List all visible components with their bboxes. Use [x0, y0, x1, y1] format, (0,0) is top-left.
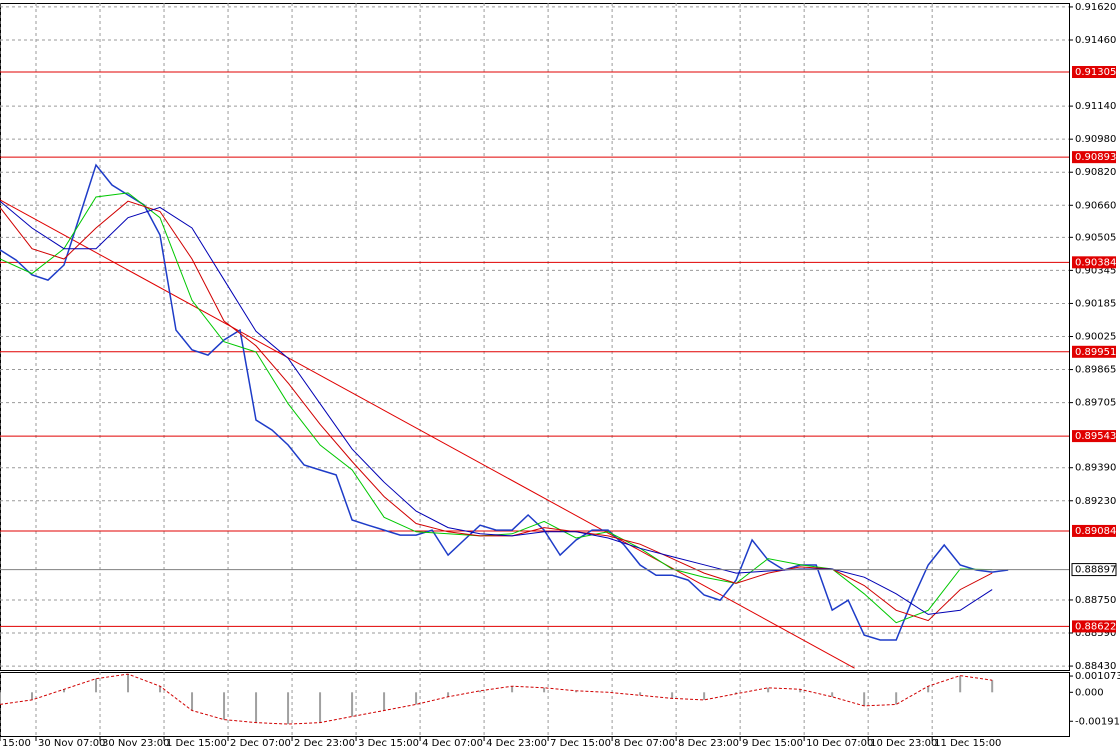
y-tick-label: 0.89705: [1075, 398, 1116, 409]
level-label-box: [1072, 151, 1116, 164]
sub-frame: [0, 672, 1070, 737]
osc-bar: [127, 674, 130, 693]
price-line: [0, 192, 993, 624]
osc-bar: [799, 689, 802, 693]
y-tick-label: 0.001073: [1075, 671, 1120, 682]
y-tick-label: 0.91140: [1075, 101, 1116, 112]
x-tick-label: 30 Nov 23:00: [102, 738, 169, 749]
osc-bar: [287, 692, 290, 725]
x-tick-label: 15:00: [2, 738, 31, 749]
osc-bar: [991, 680, 994, 693]
x-tick-label: 7 Dec 15:00: [550, 738, 611, 749]
level-label: 0.89951: [1075, 347, 1116, 358]
level-label: 0.90893: [1075, 152, 1116, 163]
osc-bar: [479, 690, 482, 693]
price-line: [0, 200, 993, 615]
osc-bar: [31, 692, 34, 700]
y-tick-label: 0.90980: [1075, 134, 1116, 145]
price-line: [0, 200, 993, 622]
y-tick-label: 0.88590: [1075, 628, 1116, 639]
x-tick-label: 11 Dec 15:00: [934, 738, 1001, 749]
level-label-box: [1072, 430, 1116, 443]
x-tick-label: 8 Dec 23:00: [678, 738, 739, 749]
y-tick-label: 0.88750: [1075, 595, 1116, 606]
osc-bar: [895, 692, 898, 705]
y-tick-label: 0.90025: [1075, 332, 1116, 343]
x-tick-label: 3 Dec 15:00: [358, 738, 419, 749]
osc-bar: [0, 692, 1, 705]
x-tick-label: 4 Dec 07:00: [422, 738, 483, 749]
level-label: 0.89543: [1075, 431, 1116, 442]
x-tick-label: 9 Dec 15:00: [742, 738, 803, 749]
x-tick-label: 2 Dec 23:00: [294, 738, 355, 749]
y-tick-label: 0.89390: [1075, 463, 1116, 474]
osc-bar: [415, 692, 418, 705]
trendline: [0, 199, 855, 669]
y-tick-label: -0.001911: [1075, 716, 1120, 727]
osc-bar: [255, 692, 258, 723]
level-label: 0.90384: [1075, 257, 1116, 268]
y-tick-label: 0.88430: [1075, 661, 1116, 672]
osc-bar: [639, 692, 642, 696]
osc-bar: [159, 686, 162, 693]
x-tick-label: 8 Dec 07:00: [614, 738, 675, 749]
x-tick-label: 2 Dec 07:00: [230, 738, 291, 749]
osc-bar: [767, 687, 770, 693]
osc-signal: [0, 673, 993, 725]
y-tick-label: 0.90660: [1075, 200, 1116, 211]
osc-bar: [447, 692, 450, 697]
osc-bar: [63, 689, 66, 693]
x-tick-label: 1 Dec 15:00: [166, 738, 227, 749]
osc-bar: [95, 678, 98, 693]
osc-bar: [223, 692, 226, 720]
level-label-box: [1072, 66, 1116, 79]
level-label-box: [1072, 345, 1116, 358]
x-tick-label: 30 Nov 07:00: [38, 738, 105, 749]
y-tick-label: 0.90185: [1075, 298, 1116, 309]
x-tick-label: 10 Dec 07:00: [806, 738, 873, 749]
y-tick-label: 0.89865: [1075, 365, 1116, 376]
level-label: 0.91305: [1075, 67, 1116, 78]
level-label-box: [1072, 524, 1116, 537]
y-tick-label: 0.89230: [1075, 496, 1116, 507]
y-tick-label: 0.90820: [1075, 167, 1116, 178]
level-label-box: [1072, 620, 1116, 633]
osc-bar: [863, 692, 866, 706]
osc-bar: [735, 692, 738, 694]
osc-bar: [575, 690, 578, 693]
osc-bar: [543, 687, 546, 693]
x-tick-label: 4 Dec 23:00: [486, 738, 547, 749]
bid-label: 0.88897: [1075, 565, 1116, 576]
level-label: 0.88622: [1075, 621, 1116, 632]
bid-box: [1071, 563, 1117, 577]
osc-bar: [831, 692, 834, 697]
y-tick-label: 0.90505: [1075, 232, 1116, 243]
level-label: 0.89084: [1075, 526, 1116, 537]
y-tick-label: 0.000: [1075, 687, 1104, 698]
osc-bar: [703, 692, 706, 700]
osc-bar: [671, 692, 674, 699]
osc-bar: [319, 692, 322, 723]
osc-bar: [351, 692, 354, 717]
x-tick-label: 10 Dec 23:00: [870, 738, 937, 749]
osc-bar: [191, 692, 194, 711]
osc-bar: [383, 692, 386, 711]
osc-bar: [511, 686, 514, 693]
osc-bar: [959, 675, 962, 693]
level-label-box: [1072, 256, 1116, 269]
osc-bar: [927, 686, 930, 693]
y-tick-label: 0.91620: [1075, 2, 1116, 13]
price-line: [0, 163, 1009, 641]
y-tick-label: 0.91460: [1075, 35, 1116, 46]
y-tick-label: 0.90345: [1075, 265, 1116, 276]
